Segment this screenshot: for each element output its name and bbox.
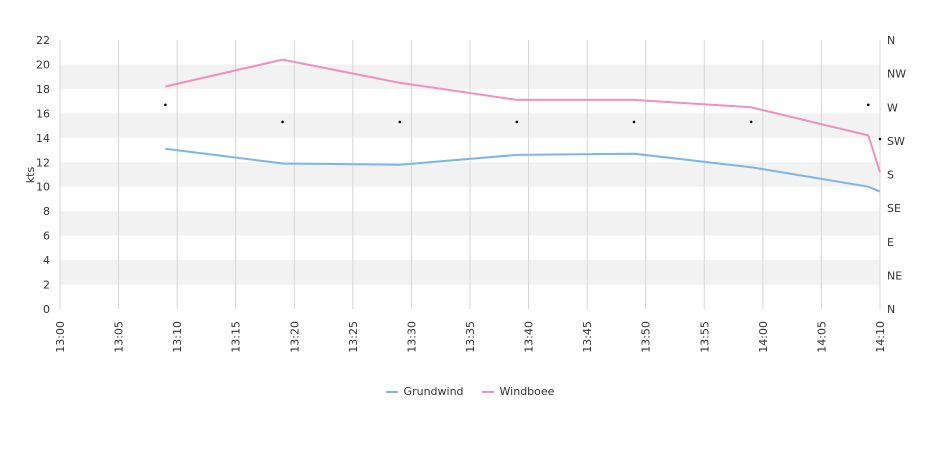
x-tick-label: 14:10 (874, 321, 887, 353)
direction-tick-label: N (887, 34, 895, 47)
x-tick-label: 13:25 (347, 321, 360, 353)
series-line (165, 147, 881, 193)
legend-item[interactable]: Grundwind (385, 385, 464, 398)
direction-tick-label: NW (887, 68, 906, 81)
legend-swatch (385, 390, 398, 393)
y-tick-label: 22 (36, 34, 50, 47)
direction-axis-ticks: N NE E SE S SW W NW N (887, 34, 906, 316)
direction-point (632, 120, 636, 124)
y-tick-label: 16 (36, 107, 50, 120)
direction-point (281, 120, 284, 124)
y-tick-label: 18 (36, 83, 50, 96)
y-tick-label: 6 (43, 230, 50, 243)
y-axis-ticks: 0 2 4 6 8 10 12 14 16 18 20 22 (36, 34, 50, 316)
direction-tick-label: E (887, 236, 894, 249)
y-tick-label: 8 (43, 205, 50, 218)
series-line (165, 58, 881, 173)
y-tick-label: 4 (43, 254, 50, 267)
direction-point (398, 120, 402, 124)
x-tick-label: 13:00 (54, 321, 67, 353)
direction-point (878, 137, 882, 141)
y-tick-label: 20 (36, 58, 50, 71)
y-tick-label: 0 (43, 303, 50, 316)
x-tick-label: 13:40 (523, 321, 536, 353)
x-tick-label: 13:45 (581, 321, 594, 353)
legend-label: Grundwind (403, 385, 464, 398)
x-tick-label: 13:35 (464, 321, 477, 353)
x-tick-label: 14:00 (757, 321, 770, 353)
direction-point (515, 120, 519, 124)
direction-tick-label: W (887, 101, 898, 114)
direction-points (164, 103, 882, 141)
y-tick-label: 14 (36, 132, 50, 145)
direction-tick-label: N (887, 303, 895, 316)
legend-label: Windboee (499, 385, 555, 398)
vertical-grid (59, 40, 881, 309)
direction-tick-label: SW (887, 135, 905, 148)
x-axis-ticks: 13:00 13:05 13:10 13:15 13:20 13:25 13:30 13:35… (54, 321, 887, 353)
series-lines (165, 58, 881, 193)
x-tick-label: 13:15 (230, 321, 243, 353)
direction-point (164, 103, 167, 107)
x-tick-label: 13:30 (405, 321, 418, 353)
x-tick-label: 13:55 (698, 321, 711, 353)
y-axis-label: kts (24, 167, 37, 184)
legend-item[interactable]: Windboee (481, 385, 555, 398)
x-tick-label: 13:50 (640, 321, 653, 353)
x-tick-label: 13:05 (113, 321, 126, 353)
direction-point (866, 103, 870, 107)
direction-tick-label: SE (887, 202, 901, 215)
y-tick-label: 2 (43, 279, 50, 292)
y-tick-label: 12 (36, 156, 50, 169)
legend: Grundwind Windboee (0, 385, 940, 398)
x-tick-label: 13:20 (288, 321, 301, 353)
x-tick-label: 13:10 (171, 321, 184, 353)
legend-swatch (481, 390, 494, 393)
direction-tick-label: S (887, 169, 894, 182)
direction-tick-label: NE (887, 269, 902, 282)
direction-point (749, 120, 753, 124)
x-tick-label: 14:05 (815, 321, 828, 353)
y-tick-label: 10 (36, 181, 50, 194)
